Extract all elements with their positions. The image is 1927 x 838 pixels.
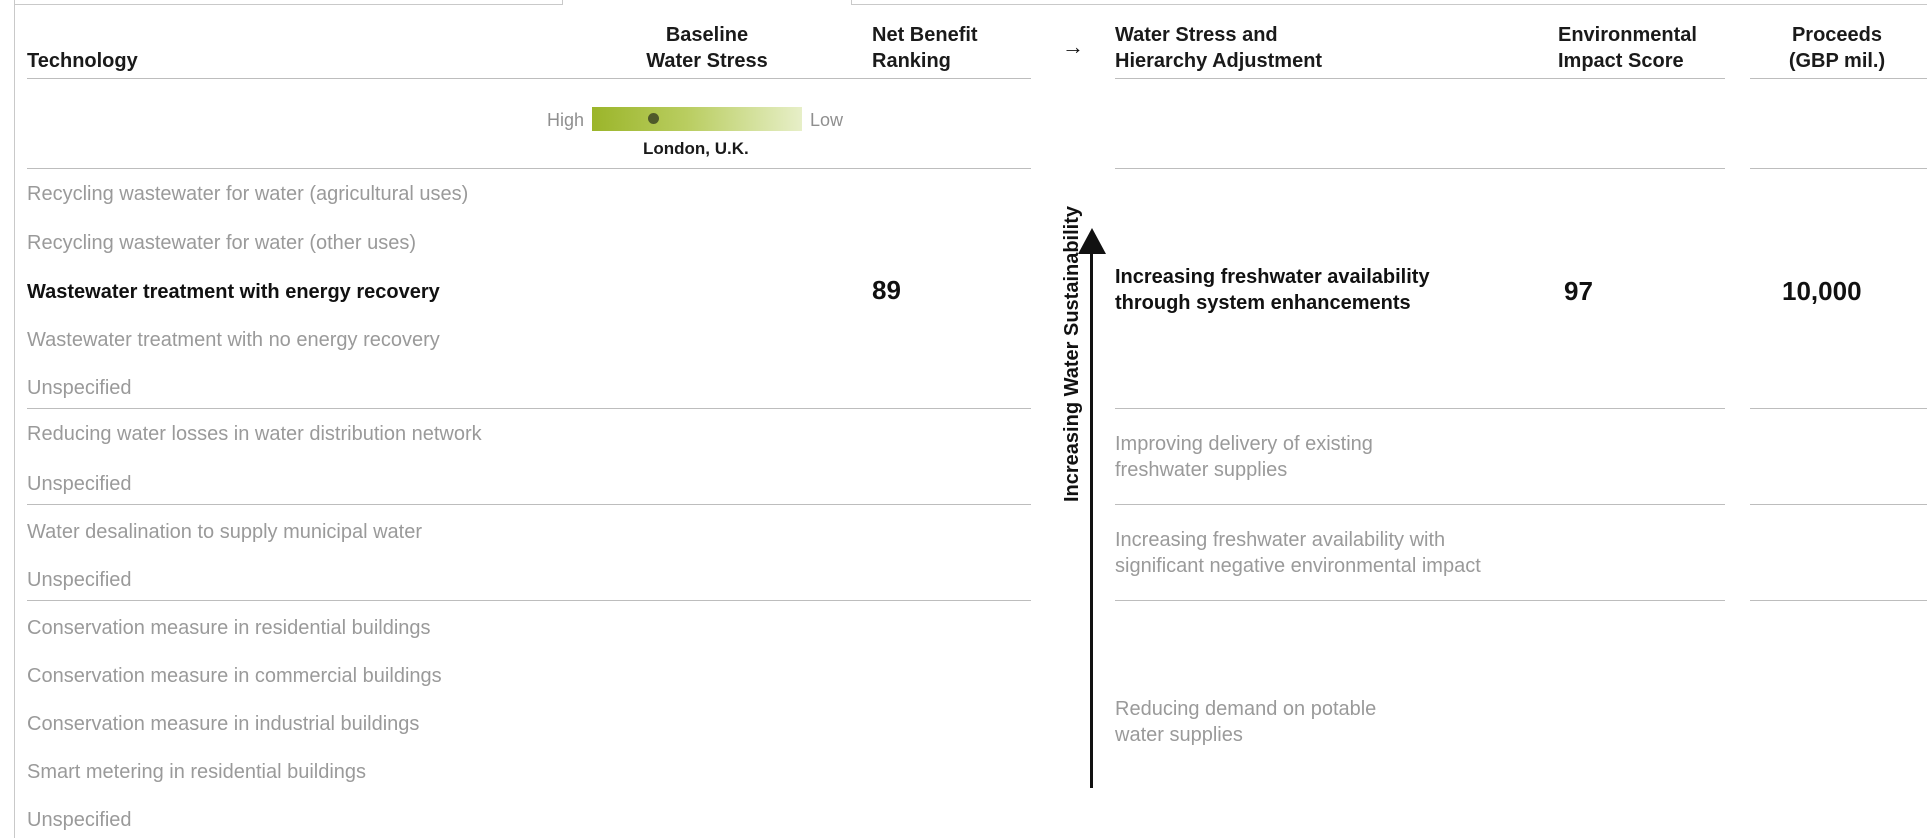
frame-tab-notch-left <box>562 0 563 5</box>
technology-item: Unspecified <box>27 569 132 591</box>
technology-item: Water desalination to supply municipal w… <box>27 521 423 543</box>
sustainability-arrow-shaft <box>1090 240 1093 788</box>
technology-item: Conservation measure in industrial build… <box>27 713 420 735</box>
environmental-impact-value: 97 <box>1564 276 1593 306</box>
technology-item-selected: Wastewater treatment with energy recover… <box>27 281 440 303</box>
technology-item: Unspecified <box>27 377 132 399</box>
category-rule-4 <box>1115 600 1725 601</box>
group-rule-left-4 <box>27 600 1031 601</box>
stress-scale-high-label: High <box>547 110 585 130</box>
hierarchy-category: Reducing demand on potable water supplie… <box>1115 698 1377 746</box>
technology-item: Conservation measure in commercial build… <box>27 665 442 687</box>
header-rule-right <box>1750 78 1927 79</box>
hierarchy-axis-label: Increasing Water Sustainability <box>1061 205 1083 502</box>
category-rule-right-2 <box>1750 408 1927 409</box>
stress-location-label: London, U.K. <box>643 139 749 158</box>
header-water-stress-hierarchy: Water Stress and Hierarchy Adjustment <box>1115 24 1323 72</box>
category-rule-3 <box>1115 504 1725 505</box>
hierarchy-category: Increasing freshwater availability with … <box>1115 529 1481 577</box>
technology-item: Unspecified <box>27 809 132 831</box>
section-rule-right-1 <box>1750 168 1927 169</box>
header-net-benefit-ranking: Net Benefit Ranking <box>872 24 978 72</box>
header-environmental-impact-score: Environmental Impact Score <box>1558 24 1697 72</box>
arrow-up-icon <box>1078 228 1106 254</box>
category-rule-right-3 <box>1750 504 1927 505</box>
header-baseline-water-stress: Baseline Water Stress <box>646 24 768 72</box>
header-rule-middle <box>1115 78 1725 79</box>
frame-left-border <box>14 0 15 838</box>
header-technology: Technology <box>27 50 138 72</box>
net-benefit-value: 89 <box>872 275 901 305</box>
frame-top-border-right <box>851 4 1927 5</box>
stress-location-marker <box>648 113 659 124</box>
frame-top-border <box>14 4 562 5</box>
technology-item: Unspecified <box>27 473 132 495</box>
group-rule-left-3 <box>27 504 1031 505</box>
technology-item: Smart metering in residential buildings <box>27 761 367 783</box>
group-rule-left-2 <box>27 408 1031 409</box>
category-rule-right-4 <box>1750 600 1927 601</box>
category-rule-2 <box>1115 408 1725 409</box>
technology-item: Recycling wastewater for water (other us… <box>27 232 417 254</box>
technology-item: Conservation measure in residential buil… <box>27 617 431 639</box>
frame-tab-notch-right <box>851 0 852 5</box>
header-rule-left <box>27 78 1031 79</box>
arrow-right-icon: → <box>1062 34 1084 59</box>
header-proceeds: Proceeds (GBP mil.) <box>1788 24 1886 72</box>
technology-item: Wastewater treatment with no energy reco… <box>27 329 440 351</box>
section-rule-left-1 <box>27 168 1031 169</box>
stress-scale-low-label: Low <box>810 110 844 130</box>
proceeds-value: 10,000 <box>1782 276 1862 306</box>
section-rule-middle-1 <box>1115 168 1725 169</box>
technology-item: Reducing water losses in water distribut… <box>27 423 482 445</box>
stress-scale-bar <box>592 107 802 131</box>
hierarchy-category: Improving delivery of existing freshwate… <box>1115 433 1373 481</box>
technology-item: Recycling wastewater for water (agricult… <box>27 183 469 205</box>
hierarchy-category-selected: Increasing freshwater availability throu… <box>1115 266 1430 314</box>
